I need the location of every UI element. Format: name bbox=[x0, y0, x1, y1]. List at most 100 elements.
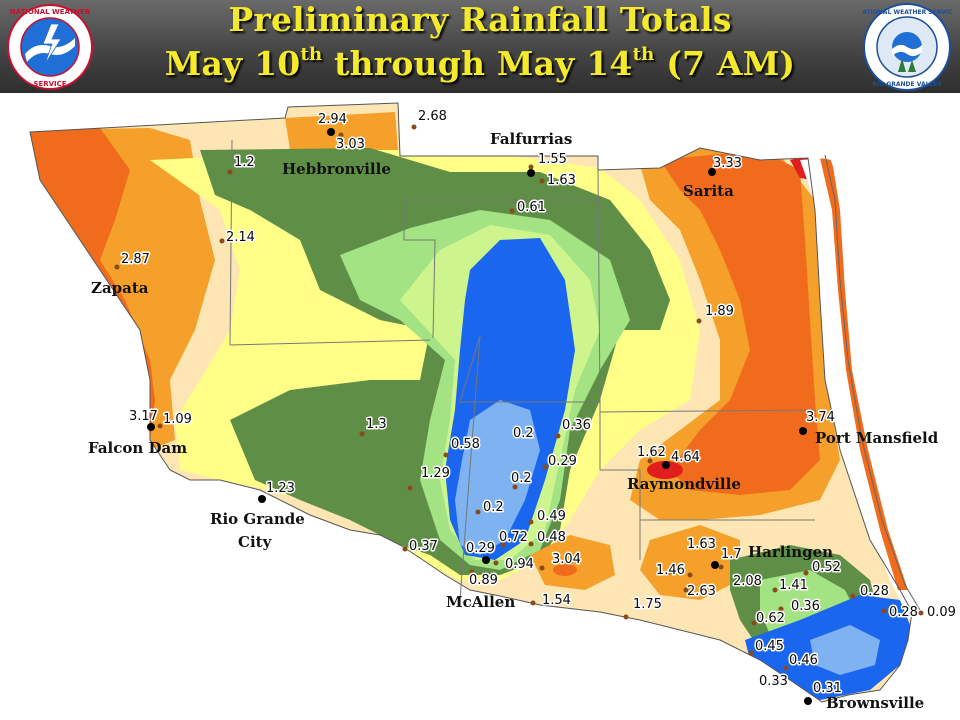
city-labels: Hebbronville Falfurrias Sarita Zapata Fa… bbox=[88, 130, 939, 712]
obs-marker bbox=[753, 582, 759, 588]
rainfall-value-halo: 0.58 bbox=[451, 437, 480, 452]
land-outline bbox=[29, 102, 913, 703]
rainfall-value-halo: 0.2 bbox=[511, 471, 532, 486]
rainfall-value-label: 0.31 bbox=[813, 681, 842, 696]
rainfall-value-halo: 0.29 bbox=[548, 454, 577, 469]
rainfall-value-halo: 3.04 bbox=[552, 552, 581, 567]
rainfall-value-label: 0.61 bbox=[517, 200, 546, 215]
rainfall-value-label: 2.68 bbox=[418, 109, 447, 124]
rainfall-value-label: 1.63 bbox=[687, 537, 716, 552]
rainfall-value-halo: 0.52 bbox=[812, 560, 841, 575]
rainfall-value-label: 2.14 bbox=[226, 230, 255, 245]
rainfall-value-label: 0.72 bbox=[499, 530, 528, 545]
rainfall-value-halo: 2.14 bbox=[226, 230, 255, 245]
city-markers bbox=[147, 128, 812, 705]
rainfall-value-label: 1.75 bbox=[633, 597, 662, 612]
rainfall-value-halo: 4.64 bbox=[671, 450, 700, 465]
rainfall-value-halo: 3.74 bbox=[806, 410, 835, 425]
city-label-harlingen: Harlingen bbox=[748, 543, 833, 561]
rainfall-value-halo: 0.2 bbox=[483, 500, 504, 515]
rainfall-values: 2.942.943.033.032.682.681.21.2 1.551.551.… bbox=[120, 108, 958, 698]
rainfall-value-label: 2.94 bbox=[318, 112, 347, 127]
obs-marker bbox=[696, 318, 702, 324]
rainfall-value-label: 3.04 bbox=[552, 552, 581, 567]
obs-marker bbox=[539, 565, 545, 571]
obs-marker bbox=[407, 485, 413, 491]
rainfall-value-label: 3.74 bbox=[806, 410, 835, 425]
observation-markers bbox=[114, 124, 924, 686]
city-label-mcallen: McAllen bbox=[446, 593, 515, 611]
rainfall-value-halo: 1.63 bbox=[547, 173, 576, 188]
rainfall-value-label: 0.46 bbox=[789, 653, 818, 668]
contour-band-light-blue bbox=[455, 400, 540, 555]
rainfall-value-label: 3.33 bbox=[713, 156, 742, 171]
rainfall-value-halo: 1.89 bbox=[705, 304, 734, 319]
contour-band-brownsville-light bbox=[810, 625, 880, 675]
rainfall-value-halo: 2.08 bbox=[733, 574, 762, 589]
city-label-falfurrias: Falfurrias bbox=[490, 130, 572, 148]
map-title-line-2: May 10th through May 14th (7 AM) bbox=[164, 44, 796, 83]
rainfall-value-label: 0.29 bbox=[466, 541, 495, 556]
contour-peak-raymondville bbox=[647, 461, 683, 479]
city-label-sarita: Sarita bbox=[683, 182, 734, 200]
obs-marker bbox=[647, 458, 653, 464]
rainfall-value-halo: 0.28 bbox=[860, 584, 889, 599]
obs-marker bbox=[623, 614, 629, 620]
rainfall-value-halo: 1.55 bbox=[538, 152, 567, 167]
rainfall-map: 2.942.943.033.032.682.681.21.2 1.551.551.… bbox=[29, 102, 958, 712]
svg-text:NATIONAL WEATHER SERVICE: NATIONAL WEATHER SERVICE bbox=[862, 9, 952, 16]
city-dot-mcallen bbox=[482, 556, 490, 564]
rainfall-value-label: 2.08 bbox=[733, 574, 762, 589]
obs-marker bbox=[803, 570, 809, 576]
city-label-falcon-dam: Falcon Dam bbox=[88, 439, 187, 457]
barrier-island bbox=[824, 154, 921, 611]
obs-marker bbox=[469, 569, 475, 575]
rainfall-value-halo: 1.2 bbox=[234, 155, 255, 170]
rainfall-value-halo: 3.17 bbox=[129, 409, 158, 424]
rainfall-value-halo: 0.31 bbox=[813, 681, 842, 696]
rainfall-value-label: 0.28 bbox=[860, 584, 889, 599]
noaa-office-seal-icon: NATIONAL WEATHER SERVICE RIO GRANDE VALL… bbox=[862, 3, 952, 91]
rainfall-value-label: 0.58 bbox=[451, 437, 480, 452]
obs-marker bbox=[493, 560, 499, 566]
rainfall-value-halo: 0.49 bbox=[537, 509, 566, 524]
rainfall-value-label: 1.55 bbox=[538, 152, 567, 167]
rainfall-value-halo: 3.33 bbox=[713, 156, 742, 171]
rainfall-value-label: 1.29 bbox=[421, 466, 450, 481]
rainfall-value-label: 0.36 bbox=[562, 418, 591, 433]
rainfall-value-label: 0.2 bbox=[513, 426, 534, 441]
rainfall-value-halo: 0.89 bbox=[469, 573, 498, 588]
obs-marker bbox=[667, 569, 673, 575]
rainfall-value-halo: 0.61 bbox=[517, 200, 546, 215]
rainfall-value-label: 0.28 bbox=[889, 605, 918, 620]
rainfall-value-halo: 1.54 bbox=[542, 593, 571, 608]
rainfall-value-label: 1.2 bbox=[234, 155, 255, 170]
city-label-zapata: Zapata bbox=[91, 279, 149, 297]
rainfall-value-label: 0.48 bbox=[537, 530, 566, 545]
city-label-port-mansfield: Port Mansfield bbox=[815, 429, 939, 447]
obs-marker bbox=[783, 665, 789, 671]
obs-marker bbox=[530, 600, 536, 606]
svg-text:SERVICE: SERVICE bbox=[33, 80, 66, 88]
rainfall-value-label: 3.03 bbox=[336, 137, 365, 152]
rainfall-value-halo: 0.94 bbox=[505, 557, 534, 572]
obs-marker bbox=[718, 564, 724, 570]
city-dot-hebbronville bbox=[327, 128, 335, 136]
rainfall-value-halo: 1.7 bbox=[721, 547, 742, 562]
city-dot-falcon-dam bbox=[147, 423, 155, 431]
rainfall-value-halo: 0.36 bbox=[562, 418, 591, 433]
rainfall-value-halo: 1.3 bbox=[366, 417, 387, 432]
rainfall-value-halo: 0.36 bbox=[791, 599, 820, 614]
contour-peak-south bbox=[553, 564, 577, 576]
rainfall-value-label: 1.23 bbox=[266, 481, 295, 496]
city-dot-raymondville bbox=[662, 461, 670, 469]
rainfall-value-label: 1.46 bbox=[656, 563, 685, 578]
obs-marker bbox=[751, 620, 757, 626]
rainfall-value-label: 0.89 bbox=[469, 573, 498, 588]
rainfall-value-halo: 0.62 bbox=[756, 611, 785, 626]
rainfall-value-halo: 0.29 bbox=[466, 541, 495, 556]
obs-marker bbox=[157, 423, 163, 429]
rainfall-value-label: 0.09 bbox=[927, 605, 956, 620]
obs-marker bbox=[500, 542, 506, 548]
rainfall-value-label: 0.33 bbox=[759, 674, 788, 689]
